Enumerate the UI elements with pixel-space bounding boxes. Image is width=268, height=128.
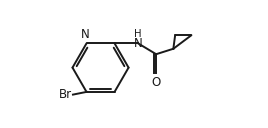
Text: Br: Br	[59, 88, 72, 101]
Text: N: N	[81, 28, 90, 41]
Text: N: N	[134, 37, 143, 50]
Text: O: O	[151, 76, 161, 89]
Text: H: H	[134, 29, 142, 39]
